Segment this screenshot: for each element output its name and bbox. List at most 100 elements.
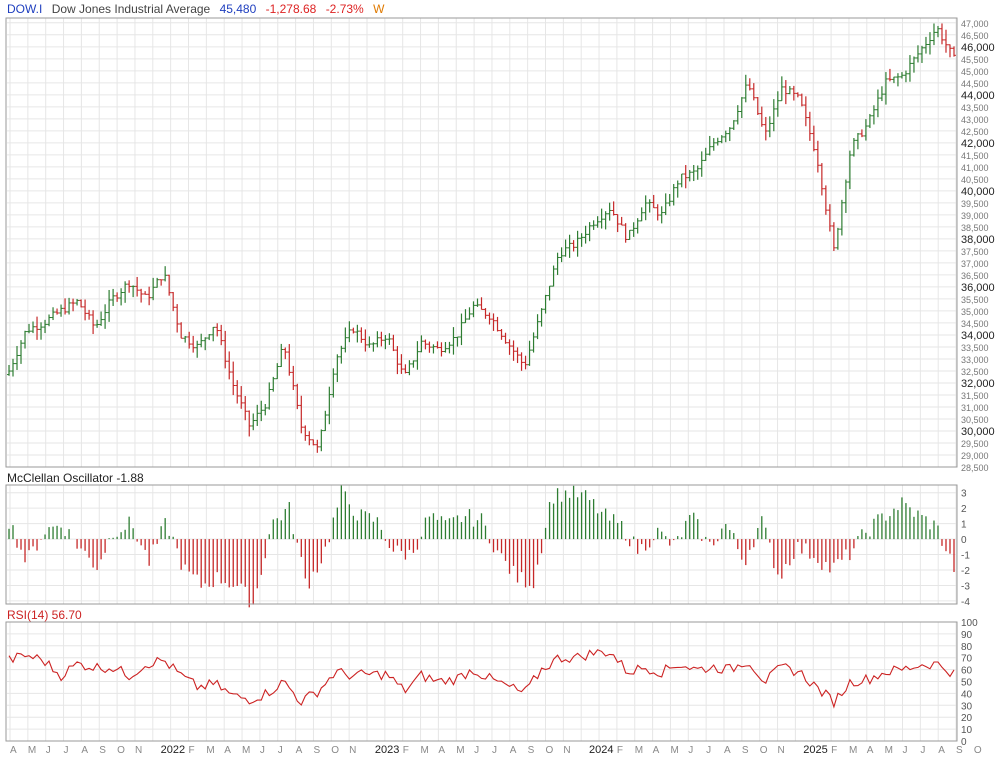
price-bar xyxy=(931,23,936,46)
price-bar xyxy=(587,222,592,242)
price-bar xyxy=(907,55,912,82)
price-bar xyxy=(883,72,888,105)
price-bar xyxy=(231,361,236,396)
price-bar xyxy=(131,285,136,298)
price-tick-label: 45,000 xyxy=(961,67,989,77)
x-tick-label: A xyxy=(81,745,88,756)
price-bar xyxy=(463,309,468,324)
price-bar xyxy=(731,120,736,130)
x-tick-label: 2022 xyxy=(161,744,185,756)
price-bar xyxy=(583,225,588,244)
mcclellan-label: McClellan Oscillator -1.88 xyxy=(7,471,144,485)
price-tick-label: 38,500 xyxy=(961,223,989,233)
price-tick-label: 35,500 xyxy=(961,295,989,305)
x-tick-label: M xyxy=(885,745,893,756)
x-tick-label: 2023 xyxy=(375,744,399,756)
x-tick-label: J xyxy=(64,745,69,756)
price-bar xyxy=(579,233,584,247)
price-bar xyxy=(407,360,412,376)
price-bar xyxy=(19,340,24,364)
price-tick-label: 43,000 xyxy=(961,115,989,125)
price-bar xyxy=(39,322,44,340)
price-bar xyxy=(59,304,64,317)
price-tick-label: 30,500 xyxy=(961,415,989,425)
price-bar xyxy=(55,308,60,315)
price-bar xyxy=(867,113,872,129)
symbol[interactable]: DOW.I xyxy=(7,2,43,16)
price-bar xyxy=(103,304,108,329)
x-tick-label: N xyxy=(563,745,570,756)
rsi-tick-label: 40 xyxy=(961,689,973,700)
price-bar xyxy=(287,344,292,376)
price-bar xyxy=(851,138,856,157)
x-tick-label: S xyxy=(99,745,106,756)
price-bar xyxy=(843,179,848,213)
price-bar xyxy=(11,358,16,377)
price-bar xyxy=(223,330,228,369)
x-tick-label: F xyxy=(189,745,195,756)
price-bar xyxy=(343,327,348,353)
price-tick-label: 41,500 xyxy=(961,151,989,161)
price-bar xyxy=(331,368,336,398)
price-bar xyxy=(115,292,120,302)
rsi-tick-label: 30 xyxy=(961,701,973,712)
price-bar xyxy=(199,333,204,348)
price-tick-label: 35,000 xyxy=(961,307,989,317)
price-bar xyxy=(627,229,632,241)
price-bar xyxy=(123,281,128,303)
price-bar xyxy=(291,365,296,391)
price-bar xyxy=(467,307,472,320)
price-tick-label: 39,000 xyxy=(961,211,989,221)
price-bar xyxy=(667,194,672,207)
x-tick-label: A xyxy=(224,745,231,756)
last-price: 45,480 xyxy=(219,2,257,16)
price-bar xyxy=(559,247,564,263)
price-bar xyxy=(151,277,156,301)
rsi-tick-label: 50 xyxy=(961,678,973,689)
price-bar xyxy=(495,316,500,332)
x-tick-label: M xyxy=(670,745,678,756)
price-bar xyxy=(179,322,184,339)
price-bar xyxy=(791,85,796,101)
price-tick-label: 32,000 xyxy=(961,378,995,390)
x-tick-label: O xyxy=(974,745,982,756)
x-tick-label: J xyxy=(688,745,693,756)
price-bar xyxy=(251,413,256,431)
price-bar xyxy=(431,344,436,354)
price-bar xyxy=(639,207,644,222)
x-axis-ticks: A M J J A S O N 2022 F M A M J J A S O N 2023 F M A M J J A S O N 2024… xyxy=(10,744,982,756)
price-bar xyxy=(303,425,308,441)
price-bar xyxy=(491,313,496,331)
x-tick-label: A xyxy=(10,745,17,756)
price-bar xyxy=(483,308,488,319)
price-bar xyxy=(447,341,452,354)
rsi-tick-label: 80 xyxy=(961,642,973,653)
x-tick-label: A xyxy=(510,745,517,756)
price-bar xyxy=(379,331,384,347)
price-bar xyxy=(711,138,716,151)
price-bar xyxy=(599,208,604,229)
price-bar xyxy=(435,341,440,349)
price-tick-label: 30,000 xyxy=(961,426,995,438)
rsi-tick-label: 10 xyxy=(961,725,973,736)
x-tick-label: M xyxy=(849,745,857,756)
price-bar xyxy=(487,312,492,325)
price-bar xyxy=(647,199,652,213)
price-bar xyxy=(311,439,316,446)
price-bar xyxy=(23,330,28,349)
price-bar xyxy=(919,45,924,63)
price-bar xyxy=(79,299,84,308)
osc-tick-label: -2 xyxy=(961,566,970,577)
price-bar xyxy=(895,73,900,87)
rsi-tick-label: 60 xyxy=(961,666,973,677)
price-bar xyxy=(939,23,944,45)
price-bar xyxy=(183,336,188,343)
rsi-tick-label: 90 xyxy=(961,630,973,641)
price-bar xyxy=(795,92,800,98)
price-bar xyxy=(87,309,92,320)
x-tick-label: J xyxy=(492,745,497,756)
period-selector[interactable]: W xyxy=(373,2,385,16)
osc-tick-label: 0 xyxy=(961,535,967,546)
price-bar xyxy=(699,151,704,177)
